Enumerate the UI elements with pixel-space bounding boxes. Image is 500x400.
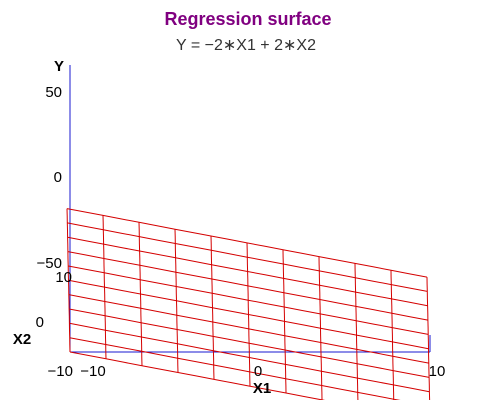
x2-tick-label: 10 (55, 269, 72, 286)
surface-gridline-x1 (390, 270, 395, 400)
surface-gridline-x1 (102, 215, 107, 359)
surface-gridline-x1 (282, 249, 287, 394)
axes (69, 65, 431, 353)
x1-tick-label: −10 (80, 363, 105, 380)
surface-gridline-x1 (210, 235, 215, 380)
x2-axis-label: X2 (13, 331, 31, 348)
chart-title: Regression surface (164, 9, 331, 29)
y-tick-label: 50 (45, 84, 62, 101)
surface-gridline-x1 (174, 229, 179, 373)
y-tick-label: −50 (37, 255, 62, 272)
surface-gridline-x1 (318, 256, 323, 400)
surface-gridline-x1 (138, 222, 143, 366)
surface-mesh (66, 208, 431, 400)
chart-subtitle: Y = −2∗X1 + 2∗X2 (176, 37, 316, 54)
x1-tick-label: 10 (429, 363, 446, 380)
y-axis-label: Y (54, 58, 64, 75)
tick-labels: 50 0 −50 10 0 −10 −10 0 10 (36, 84, 446, 380)
x1-tick-label: 0 (254, 363, 262, 380)
x1-axis-label: X1 (253, 380, 271, 397)
x2-tick-label: −10 (48, 363, 73, 380)
y-tick-label: 0 (54, 169, 62, 186)
surface-gridline-x1 (66, 208, 71, 353)
surface-gridline-x1 (426, 277, 431, 400)
surface-gridline-x1 (246, 242, 251, 387)
surface-gridline-x1 (354, 263, 359, 400)
x2-tick-label: 0 (36, 314, 44, 331)
